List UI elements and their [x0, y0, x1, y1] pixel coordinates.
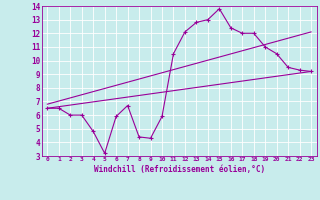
X-axis label: Windchill (Refroidissement éolien,°C): Windchill (Refroidissement éolien,°C): [94, 165, 265, 174]
